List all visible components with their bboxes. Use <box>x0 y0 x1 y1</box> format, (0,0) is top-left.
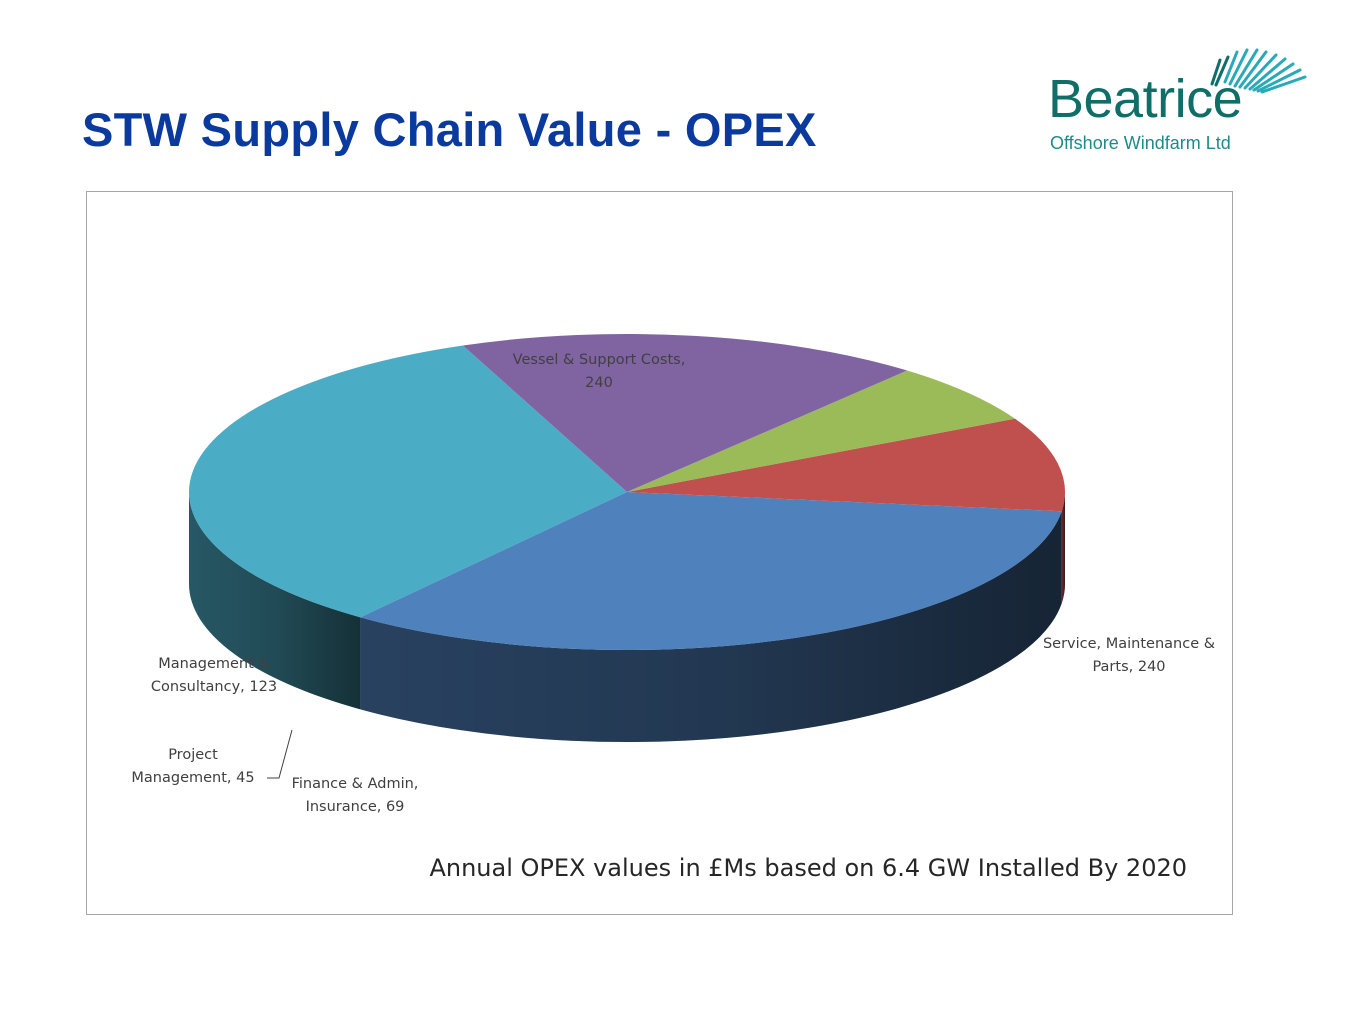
slide-title: STW Supply Chain Value - OPEX <box>82 103 817 156</box>
wind-fan-icon <box>1210 48 1307 94</box>
pie-slice-0 <box>188 345 627 618</box>
data-label-0: Vessel & Support Costs, 240 <box>513 352 686 391</box>
pie-slice-4 <box>462 334 908 492</box>
pie-side-shade-0-0 <box>189 492 361 710</box>
chart-caption: Annual OPEX values in £Ms based on 6.4 G… <box>429 854 1187 882</box>
chart-frame: Vessel & Support Costs, 240 Service, Maint… <box>86 191 1233 915</box>
leader-line-project-management <box>267 729 293 779</box>
data-label-4: Management & Consultancy, 123 <box>151 656 277 695</box>
data-label-3: Project Management, 45 <box>131 747 254 786</box>
pie-side-shade-2-0 <box>1061 492 1065 604</box>
pie-chart: Vessel & Support Costs, 240 Service, Maint… <box>131 334 1215 882</box>
pie-slice-3 <box>627 370 1015 492</box>
beatrice-logo: Beatrice Offshore Windfarm Ltd <box>1040 42 1330 162</box>
pie-side-shade-1-0 <box>360 511 1062 742</box>
pie-slice-1 <box>360 492 1062 650</box>
data-label-2: Finance & Admin, Insurance, 69 <box>292 776 419 815</box>
pie-slice-2 <box>627 418 1065 512</box>
logo-wordmark: Beatrice <box>1048 69 1243 129</box>
logo-subtitle: Offshore Windfarm Ltd <box>1050 133 1231 153</box>
data-label-1: Service, Maintenance & Parts, 240 <box>1043 636 1215 675</box>
